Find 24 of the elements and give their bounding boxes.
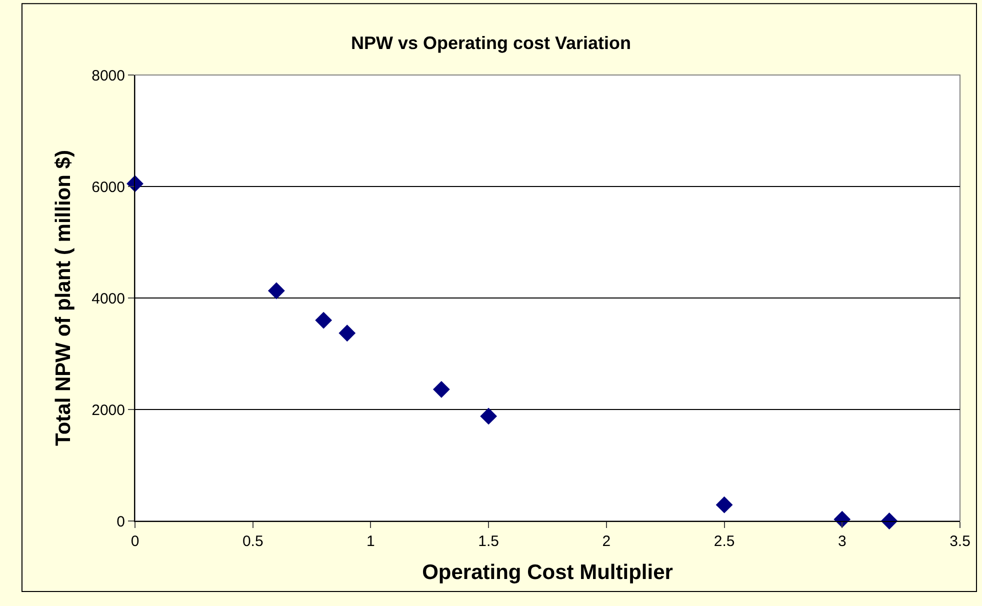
x-tick-label: 0 xyxy=(130,533,140,550)
x-tick-label: 3 xyxy=(838,533,846,550)
point xyxy=(480,408,498,425)
point xyxy=(432,380,450,398)
point xyxy=(315,312,332,329)
point xyxy=(338,324,356,342)
chart-title: NPW vs Operating cost Variation xyxy=(350,32,632,53)
x-axis-title: Operating Cost Multiplier xyxy=(422,561,673,584)
y-tick-label: 8000 xyxy=(92,67,125,84)
y-tick-label: 6000 xyxy=(92,178,125,196)
x-tick-label: 1.5 xyxy=(478,533,499,550)
point xyxy=(880,512,898,530)
point xyxy=(268,282,285,300)
x-tick-label: 3.5 xyxy=(950,533,970,550)
y-axis-title: Total NPW of plant ( million $) xyxy=(52,150,75,446)
point xyxy=(126,175,144,192)
y-tick-label: 4000 xyxy=(92,290,125,308)
y-tick-label: 2000 xyxy=(92,402,125,419)
x-tick-label: 1 xyxy=(366,533,375,550)
x-tick-label: 2.5 xyxy=(714,533,735,550)
point xyxy=(716,496,733,514)
x-tick-label: 0.5 xyxy=(242,533,264,550)
x-tick-label: 2 xyxy=(602,533,611,550)
y-tick-label: 0 xyxy=(116,513,125,530)
